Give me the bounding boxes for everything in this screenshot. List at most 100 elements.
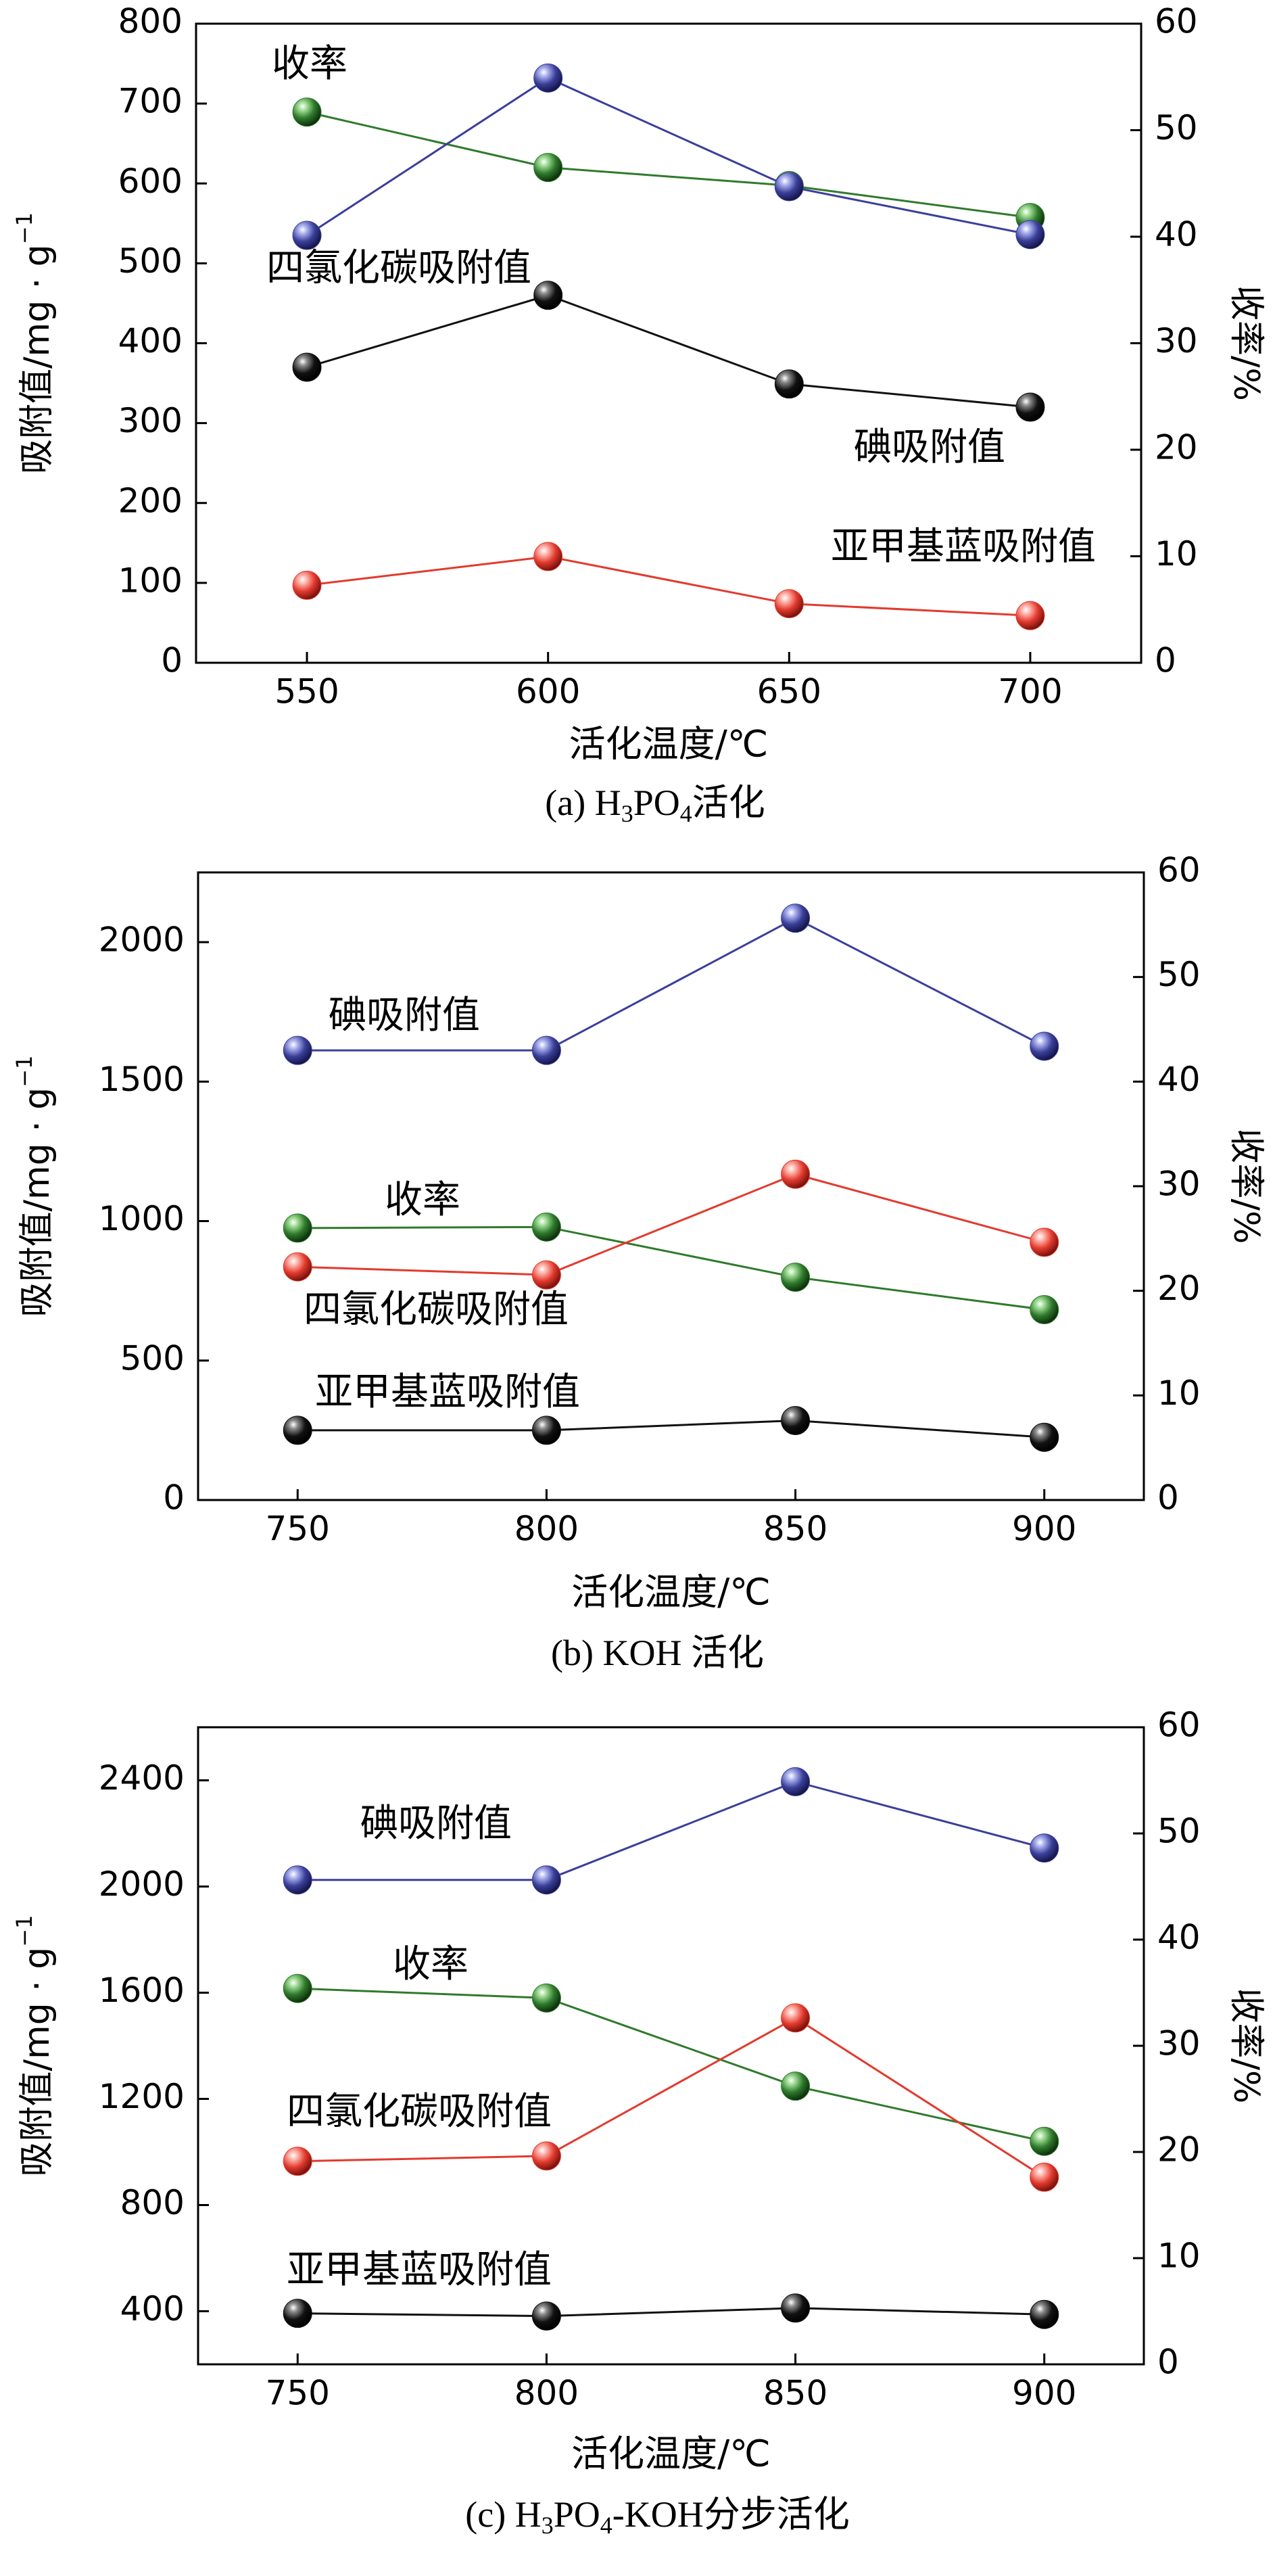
data-point-blue (531, 1035, 561, 1065)
series-line-green (297, 1987, 1045, 2142)
caption-subscript: 4 (680, 800, 692, 827)
data-point-blue (781, 904, 811, 933)
y-axis-title-sup: −1 (11, 1056, 37, 1087)
y2-tick-label: 50 (1157, 1812, 1201, 1851)
y-axis-title: 吸附值/mg · g−1 (11, 1056, 57, 1317)
panel-a: 550 600 650 700 0 100 200 300 400 500 600 700 800 0 10… (11, 2, 1266, 828)
series-line-green (306, 111, 1031, 219)
data-point-red (1015, 601, 1045, 630)
x-tick-label: 800 (514, 1509, 579, 1549)
panel-b: 750 800 850 900 0 500 1000 1500 2000 0 10 20 30 40 50 6… (11, 851, 1266, 1674)
series-line-black (297, 1419, 1044, 1438)
data-point-blue (283, 1865, 312, 1895)
y2-tick-label: 0 (1157, 2343, 1179, 2382)
y-tick-label: 100 (118, 561, 183, 600)
y-tick-label: 1600 (99, 1971, 185, 2010)
y-tick-label: 800 (120, 2183, 185, 2222)
data-point-black (531, 1415, 561, 1445)
series-label: 碘吸附值 (854, 425, 1005, 469)
figure-caption: (a) H3PO4活化 (545, 782, 765, 827)
data-point-black (774, 369, 804, 399)
x-tick-label: 900 (1012, 2374, 1076, 2413)
y-tick-label: 400 (120, 2289, 185, 2328)
x-tick-label: 550 (274, 672, 339, 711)
series-line-blue (297, 916, 1045, 1052)
y2-tick-label: 20 (1157, 1269, 1201, 1308)
y2-tick-label: 10 (1155, 534, 1198, 573)
series-label: 收率 (385, 1178, 460, 1222)
data-point-red (283, 2147, 312, 2176)
data-point-green (533, 153, 563, 183)
data-point-red (1030, 2162, 1059, 2192)
caption-subscript: 4 (600, 2512, 612, 2539)
y-tick-label: 500 (118, 241, 183, 281)
y-axis-title-sup: −1 (11, 1915, 37, 1947)
y2-tick-label: 60 (1157, 1706, 1201, 1745)
caption-text: (a) H (545, 782, 621, 823)
data-point-blue (781, 1766, 811, 1796)
caption-text: (b) KOH 活化 (551, 1633, 764, 1673)
y2-tick-label: 40 (1157, 1918, 1201, 1957)
x-tick-label: 600 (516, 672, 580, 711)
y-tick-label: 0 (161, 641, 183, 680)
data-point-black (1015, 392, 1045, 422)
x-tick-label: 700 (998, 672, 1062, 711)
data-point-green (1030, 1295, 1059, 1325)
data-point-blue (774, 172, 804, 202)
data-point-green (531, 1212, 561, 1242)
x-tick-label: 750 (266, 1509, 330, 1549)
y-axis-title-sup: −1 (11, 212, 37, 244)
data-point-green (292, 97, 322, 127)
data-point-red (533, 542, 563, 571)
y2-tick-label: 0 (1157, 1478, 1179, 1518)
series-label: 亚甲基蓝吸附值 (287, 2248, 552, 2292)
data-point-blue (292, 220, 322, 250)
y2-tick-label: 60 (1155, 2, 1198, 41)
y2-tick-label: 10 (1157, 2237, 1201, 2276)
panel-c: 750 800 850 900 400 800 1200 1600 2000 2400 0 10 20 3… (11, 1706, 1266, 2539)
x-axis-title: 活化温度/℃ (569, 723, 769, 766)
y-tick-label: 2000 (99, 920, 185, 960)
y2-tick-label: 20 (1155, 428, 1198, 467)
y2-axis-title: 收率/% (1226, 285, 1266, 401)
y-axis-title: 吸附值/mg · g−1 (11, 1915, 57, 2177)
data-point-black (1030, 1422, 1059, 1452)
y-tick-label: 500 (120, 1338, 185, 1378)
data-point-red (292, 570, 322, 600)
y2-tick-label: 30 (1157, 1165, 1201, 1204)
series-line-red (297, 2017, 1045, 2178)
series-label: 收率 (393, 1942, 468, 1986)
y2-tick-label: 40 (1157, 1060, 1201, 1099)
series-label: 收率 (272, 42, 347, 86)
series-line-red (306, 555, 1031, 617)
x-tick-label: 800 (514, 2374, 579, 2413)
y-tick-label: 0 (163, 1478, 185, 1518)
x-axis-title: 活化温度/℃ (571, 1571, 771, 1614)
data-point-black (781, 2293, 811, 2323)
y2-tick-label: 40 (1155, 215, 1198, 254)
data-point-red (1030, 1227, 1059, 1257)
y2-tick-label: 60 (1157, 851, 1201, 890)
caption-text: PO (633, 782, 680, 823)
y2-axis-title: 收率/% (1226, 1988, 1266, 2104)
series-label: 亚甲基蓝吸附值 (831, 525, 1096, 569)
series-line-blue (297, 1780, 1045, 1881)
x-axis-title: 活化温度/℃ (571, 2433, 771, 2475)
data-point-green (283, 1213, 312, 1243)
data-point-blue (533, 63, 563, 93)
data-point-blue (531, 1865, 561, 1895)
series-line-black (306, 294, 1031, 408)
data-point-black (531, 2301, 561, 2331)
data-point-red (531, 1260, 561, 1290)
y-tick-label: 700 (118, 82, 183, 121)
data-point-black (283, 1415, 312, 1445)
data-point-blue (1015, 220, 1045, 250)
data-point-black (533, 281, 563, 310)
y2-tick-label: 20 (1157, 2130, 1201, 2170)
data-point-blue (1030, 1031, 1059, 1061)
y2-tick-label: 50 (1157, 955, 1201, 994)
series-line-green (297, 1225, 1044, 1311)
data-point-red (774, 589, 804, 619)
y-tick-label: 2400 (99, 1758, 185, 1798)
x-tick-label: 750 (266, 2374, 330, 2413)
